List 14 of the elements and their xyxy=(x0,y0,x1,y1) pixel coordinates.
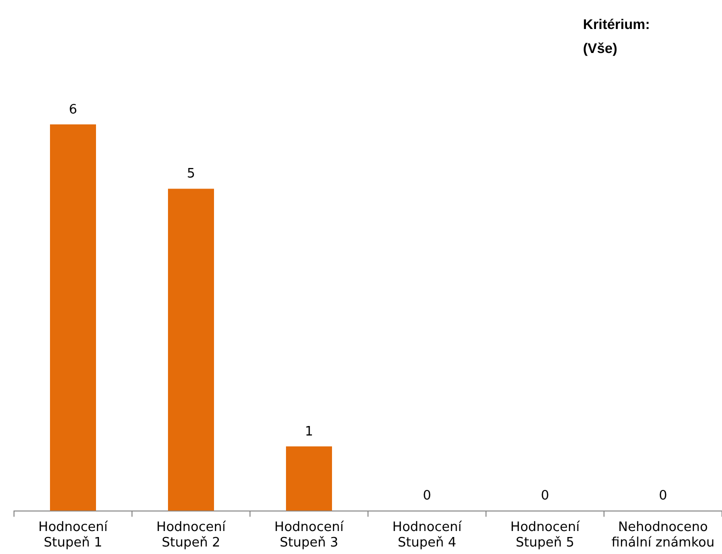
x-tick-label: Hodnocení Stupeň 5 xyxy=(510,520,580,551)
data-label: 5 xyxy=(186,166,196,182)
data-label: 0 xyxy=(540,488,550,504)
x-tick-label: Hodnocení Stupeň 4 xyxy=(392,520,462,551)
data-label: 0 xyxy=(658,488,668,504)
x-tick-label: Hodnocení Stupeň 2 xyxy=(156,520,226,551)
data-label: 0 xyxy=(422,488,432,504)
data-label: 6 xyxy=(68,102,78,118)
data-label: 1 xyxy=(304,424,314,440)
text: Kritérium: xyxy=(583,15,650,34)
text: (Vše) xyxy=(583,39,618,58)
x-tick-label: Hodnocení Stupeň 1 xyxy=(38,520,108,551)
x-tick-label: Nehodnoceno finální známkou xyxy=(612,520,714,551)
x-tick-label: Hodnocení Stupeň 3 xyxy=(274,520,344,551)
